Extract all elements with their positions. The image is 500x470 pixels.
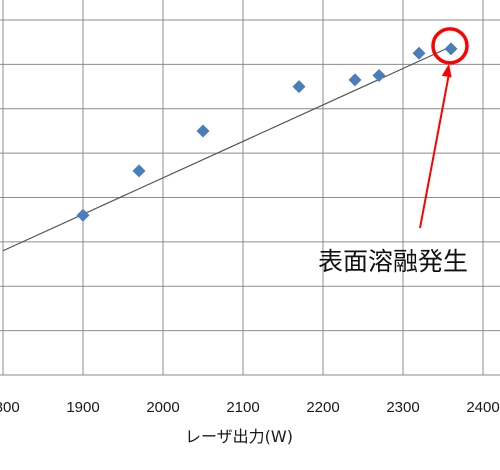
x-tick-label: 1900 xyxy=(66,399,99,416)
annotation: 表面溶融発生 xyxy=(318,27,469,276)
annotation-arrowhead xyxy=(441,63,452,78)
x-tick-label: 2100 xyxy=(226,399,259,416)
trendline xyxy=(2,46,452,252)
x-tick-labels: 1800 1900 2000 2100 2200 2300 2400 xyxy=(0,399,500,416)
x-tick-label: 1800 xyxy=(0,399,20,416)
annotation-label: 表面溶融発生 xyxy=(318,247,468,276)
x-tick-label: 2400 xyxy=(466,399,499,416)
annotation-arrow xyxy=(419,73,450,229)
data-point xyxy=(292,80,306,94)
x-tick-label: 2200 xyxy=(306,399,339,416)
gridlines xyxy=(0,0,500,376)
data-point xyxy=(196,124,210,138)
data-point xyxy=(76,208,90,222)
data-point xyxy=(348,73,362,87)
data-point xyxy=(412,46,426,60)
data-point xyxy=(132,164,146,178)
x-tick-label: 2000 xyxy=(146,399,179,416)
data-point xyxy=(444,42,458,56)
highlight-circle xyxy=(431,27,469,65)
x-axis-title: レーザ出力(W) xyxy=(185,427,293,446)
x-tick-label: 2300 xyxy=(386,399,419,416)
data-point xyxy=(372,68,386,82)
data-points xyxy=(76,42,458,222)
